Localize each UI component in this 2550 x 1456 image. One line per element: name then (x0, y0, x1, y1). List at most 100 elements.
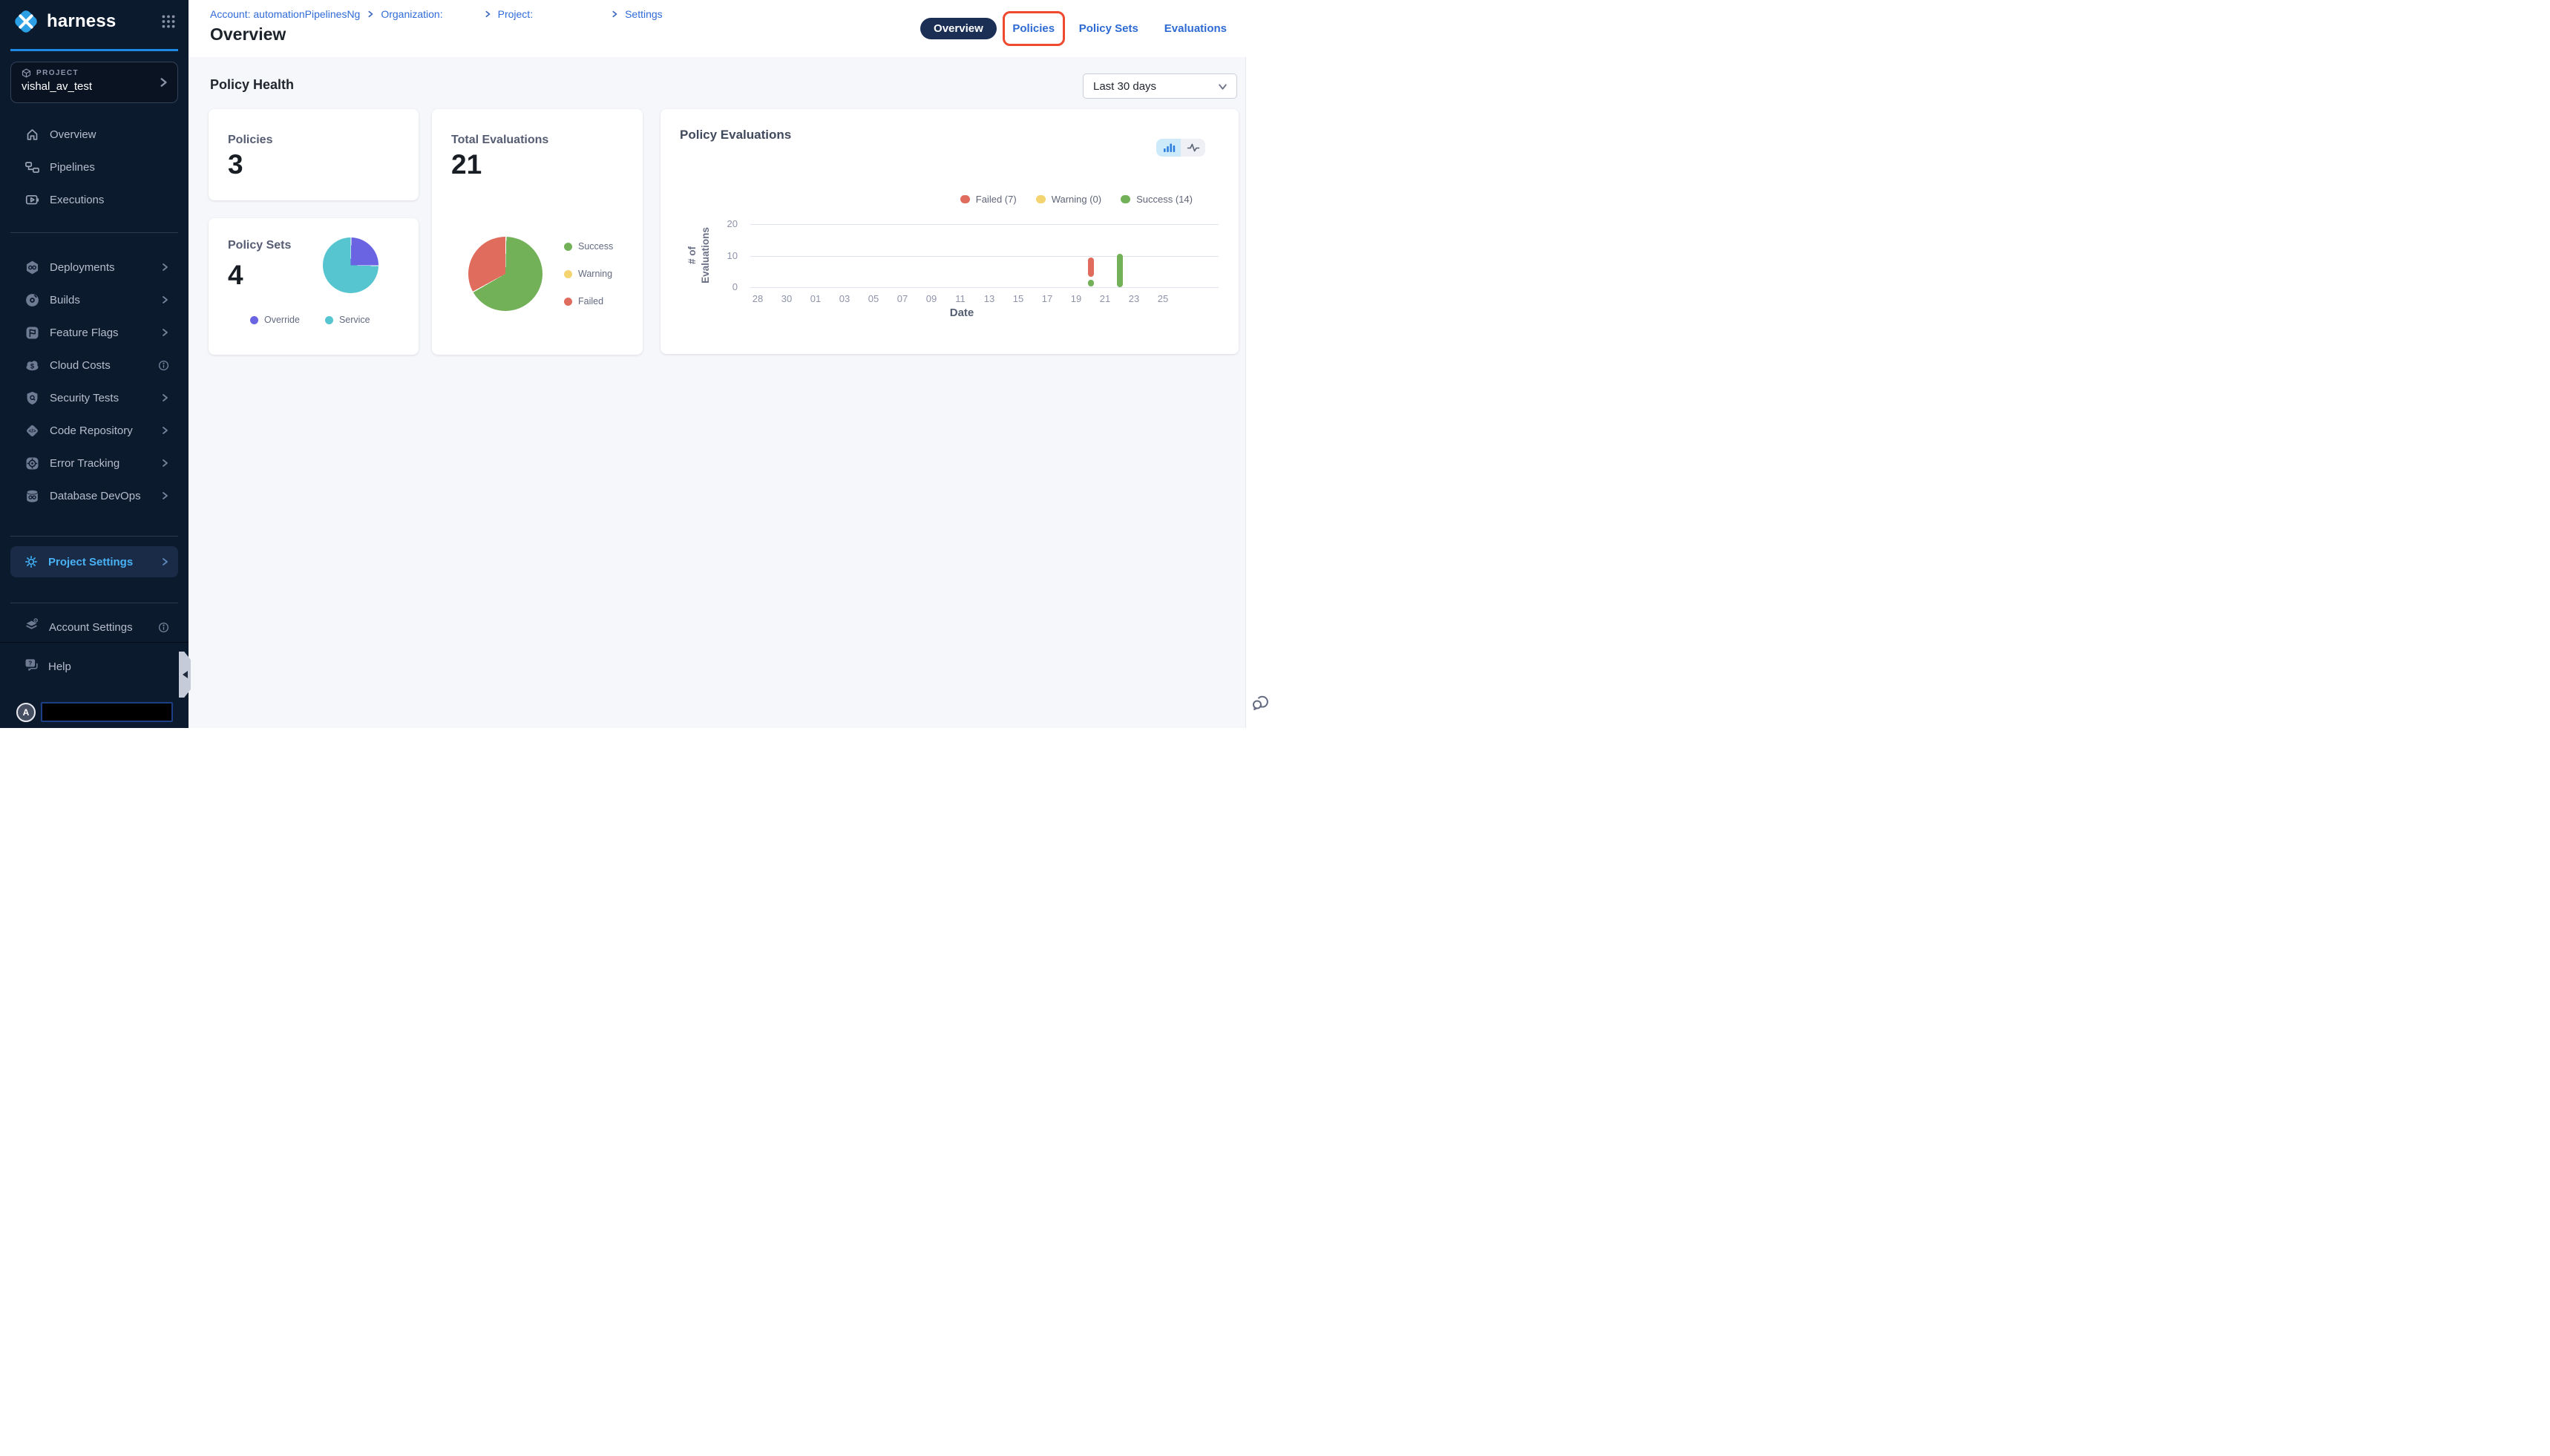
total-evaluations-card: Total Evaluations 21 Success Warning Fai… (432, 109, 643, 355)
sidebar-item-error-tracking[interactable]: Error Tracking (0, 447, 189, 479)
x-tick-label: 11 (955, 293, 966, 304)
policy-sets-value: 4 (228, 260, 243, 290)
chart-type-toggle (1156, 139, 1205, 157)
y-tick-label: 20 (727, 218, 738, 229)
success-dot (1121, 195, 1131, 203)
x-tick-label: 15 (1012, 293, 1024, 304)
sidebar-item-cloud-costs[interactable]: $ Cloud Costs (0, 349, 189, 381)
x-tick-label: 03 (839, 293, 850, 304)
sidebar-collapse-handle[interactable] (179, 652, 191, 698)
policy-sets-card: Policy Sets 4 Override Service (209, 218, 419, 355)
tab-bar: Overview Policies Policy Sets Evaluation… (920, 0, 1227, 57)
code-repository-icon: </> (24, 423, 40, 439)
support-chat-icon[interactable] (1251, 692, 1271, 712)
chevron-right-icon (160, 393, 169, 402)
x-tick-label: 17 (1041, 293, 1053, 304)
sidebar-item-pipelines[interactable]: Pipelines (0, 151, 189, 183)
policy-sets-label: Policy Sets (228, 239, 292, 252)
breadcrumb-project[interactable]: Project: (497, 8, 534, 20)
svg-text:</>: </> (28, 429, 36, 434)
sidebar-item-deployments[interactable]: Deployments (0, 251, 189, 283)
bar-failed-day-20 (1087, 257, 1094, 277)
legend-item-warning: Warning (564, 269, 613, 279)
right-gutter (1245, 57, 1275, 728)
tab-overview[interactable]: Overview (920, 18, 997, 39)
sidebar-item-code-repository[interactable]: </> Code Repository (0, 414, 189, 447)
sidebar-item-account-settings[interactable]: Account Settings (0, 612, 189, 642)
sidebar-item-builds[interactable]: Builds (0, 283, 189, 316)
bar-chart-toggle-button[interactable] (1156, 139, 1181, 157)
x-tick-label: 07 (897, 293, 908, 304)
sidebar-divider (10, 232, 178, 233)
policy-sets-pie (323, 237, 378, 293)
chevron-right-icon (158, 77, 168, 88)
page-header: Account: automationPipelinesNg Organizat… (189, 0, 1275, 57)
legend-item-success[interactable]: Success (14) (1121, 194, 1193, 205)
executions-icon (24, 192, 40, 208)
legend-item-override: Override (250, 315, 300, 325)
legend-item-failed: Failed (564, 296, 613, 306)
main-content: Policy Health Last 30 days Policies 3 To… (189, 57, 1245, 728)
info-icon (158, 360, 169, 371)
project-cube-icon (22, 68, 31, 78)
tab-evaluations[interactable]: Evaluations (1164, 22, 1227, 35)
sidebar-item-feature-flags[interactable]: Feature Flags (0, 316, 189, 349)
chart-title: Policy Evaluations (680, 128, 792, 142)
sidebar-divider (10, 536, 178, 537)
total-evaluations-value: 21 (451, 149, 482, 180)
harness-logo-icon[interactable] (12, 7, 40, 36)
info-icon (158, 622, 169, 633)
breadcrumb-organization[interactable]: Organization: (381, 8, 443, 20)
x-tick-label: 30 (781, 293, 793, 304)
sidebar-item-security-tests[interactable]: Security Tests (0, 381, 189, 414)
tab-policies[interactable]: Policies (1012, 22, 1055, 35)
policies-card-label: Policies (228, 134, 273, 146)
breadcrumb: Account: automationPipelinesNg Organizat… (210, 8, 663, 20)
x-tick-label: 25 (1157, 293, 1169, 304)
chevron-right-icon (160, 426, 169, 435)
warning-dot (564, 269, 572, 278)
error-tracking-icon (24, 456, 40, 471)
page-title: Overview (210, 24, 286, 44)
x-tick-label: 23 (1128, 293, 1140, 304)
breadcrumb-account[interactable]: Account: automationPipelinesNg (210, 8, 361, 20)
bar-chart-plot: # of Evaluations Date 0 10 20 28 30 01 03 05 07 0… (661, 109, 1239, 354)
shield-icon (24, 390, 40, 406)
date-range-select[interactable]: Last 30 days (1083, 73, 1237, 99)
chevron-down-icon (1218, 82, 1228, 91)
gridline (750, 224, 1219, 225)
breadcrumb-settings[interactable]: Settings (625, 8, 663, 20)
sidebar-item-executions[interactable]: Executions (0, 183, 189, 216)
project-selector[interactable]: PROJECT vishal_av_test (10, 62, 178, 103)
policies-card: Policies 3 (209, 109, 419, 200)
tab-policy-sets[interactable]: Policy Sets (1078, 22, 1138, 35)
service-dot (324, 315, 333, 324)
cloud-costs-icon: $ (24, 358, 40, 373)
sidebar-item-project-settings[interactable]: Project Settings (10, 546, 178, 577)
sidebar-item-help[interactable]: ? Help (0, 652, 189, 681)
x-tick-label: 05 (868, 293, 879, 304)
builds-icon (24, 292, 40, 308)
warning-dot (1035, 195, 1046, 203)
avatar[interactable]: A (16, 702, 36, 722)
app-grid-icon[interactable] (160, 13, 177, 30)
legend-item-warning[interactable]: Warning (0) (1035, 194, 1101, 205)
y-tick-label: 0 (732, 281, 738, 292)
bar-success-day-22 (1116, 253, 1123, 287)
chevron-right-icon (160, 459, 169, 468)
legend-item-failed[interactable]: Failed (7) (960, 194, 1017, 205)
sidebar-bottom-zone: ? Help A (0, 642, 189, 722)
failed-dot (960, 195, 970, 203)
x-axis-title: Date (949, 306, 974, 319)
gridline (750, 255, 1219, 257)
sidebar-item-overview[interactable]: Overview (0, 118, 189, 151)
chevron-right-icon (160, 295, 169, 304)
x-tick-label: 21 (1099, 293, 1111, 304)
sidebar-item-database-devops[interactable]: Database DevOps (0, 479, 189, 512)
pipelines-icon (24, 160, 40, 175)
chevron-left-icon (183, 671, 188, 678)
chart-legend: Failed (7) Warning (0) Success (14) (960, 194, 1193, 205)
database-icon (24, 488, 40, 504)
chevron-right-icon (484, 10, 491, 18)
line-chart-toggle-button[interactable] (1181, 139, 1205, 157)
